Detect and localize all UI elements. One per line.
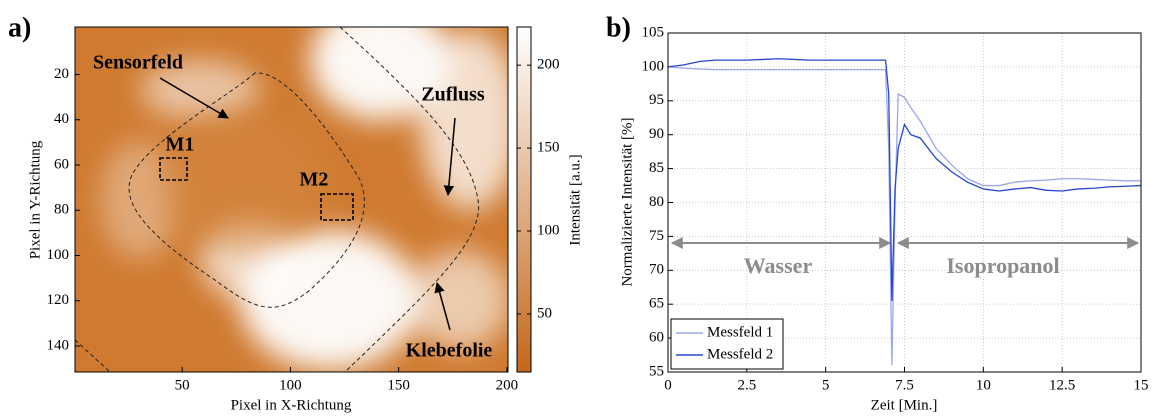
- y-tick-label: 70: [649, 262, 664, 278]
- x-tick-label: 7.5: [895, 377, 914, 393]
- y-axis-label: Pixel in Y-Richtung: [27, 140, 43, 259]
- arrow: [159, 77, 229, 119]
- colorbar-label: Intensität [a.u.]: [567, 154, 583, 245]
- annotation: Wasser: [744, 253, 813, 278]
- series-line: [667, 66, 1141, 366]
- y-tick-label: 80: [649, 194, 664, 210]
- colorbar: [516, 26, 532, 373]
- x-tick-label: 150: [387, 377, 410, 393]
- y-tick-label: 85: [649, 160, 664, 176]
- colorbar-tick-label: 150: [537, 140, 560, 156]
- x-axis-label: Zeit [Min.]: [871, 397, 938, 413]
- colorbar-tick-label: 200: [537, 57, 560, 73]
- y-tick-label: 65: [649, 296, 664, 312]
- y-axis-label: Normalizierte Intensität [%]: [619, 117, 635, 286]
- annotation: Isopropanol: [946, 253, 1059, 278]
- y-tick-label: 20: [54, 66, 69, 82]
- axes-frame: [74, 26, 509, 373]
- x-tick-label: 12.5: [1049, 377, 1075, 393]
- panel-label: b): [606, 12, 631, 43]
- y-tick-label: 40: [54, 111, 69, 127]
- x-tick-label: 2.5: [737, 377, 756, 393]
- y-tick-label: 105: [642, 24, 665, 40]
- y-tick-label: 120: [47, 292, 70, 308]
- x-tick-label: 50: [175, 377, 190, 393]
- y-tick-label: 60: [54, 156, 69, 172]
- y-tick-label: 90: [649, 126, 664, 142]
- heatmap: [75, 27, 508, 372]
- x-tick-label: 100: [279, 377, 302, 393]
- y-tick-label: 100: [642, 58, 665, 74]
- annotation: M1: [166, 134, 195, 156]
- y-tick-label: 100: [47, 247, 70, 263]
- panel-label: a): [8, 12, 31, 43]
- x-tick-label: 15: [1134, 377, 1149, 393]
- arrow: [434, 281, 451, 331]
- legend-label: Messfeld 1: [707, 324, 773, 340]
- axes-frame: [667, 32, 1142, 373]
- legend-label: Messfeld 2: [707, 346, 773, 362]
- x-tick-label: 200: [496, 377, 519, 393]
- y-tick-label: 55: [649, 363, 664, 379]
- y-tick-label: 60: [649, 330, 664, 346]
- x-tick-label: 10: [976, 377, 991, 393]
- y-tick-label: 75: [649, 228, 664, 244]
- colorbar-tick-label: 100: [537, 222, 560, 238]
- y-tick-label: 95: [649, 92, 664, 108]
- x-tick-label: 5: [822, 377, 830, 393]
- y-tick-label: 140: [47, 337, 70, 353]
- annotation: Klebefolie: [406, 340, 493, 362]
- annotation: Sensorfeld: [93, 52, 183, 74]
- series-line: [667, 58, 1142, 301]
- arrow: [443, 117, 456, 197]
- annotation: Zufluss: [421, 84, 485, 106]
- legend-box: [670, 318, 784, 370]
- x-axis-label: Pixel in X-Richtung: [231, 397, 352, 413]
- annotation: M2: [300, 169, 329, 191]
- colorbar-tick-label: 50: [537, 305, 552, 321]
- x-tick-label: 0: [664, 377, 672, 393]
- y-tick-label: 80: [54, 202, 69, 218]
